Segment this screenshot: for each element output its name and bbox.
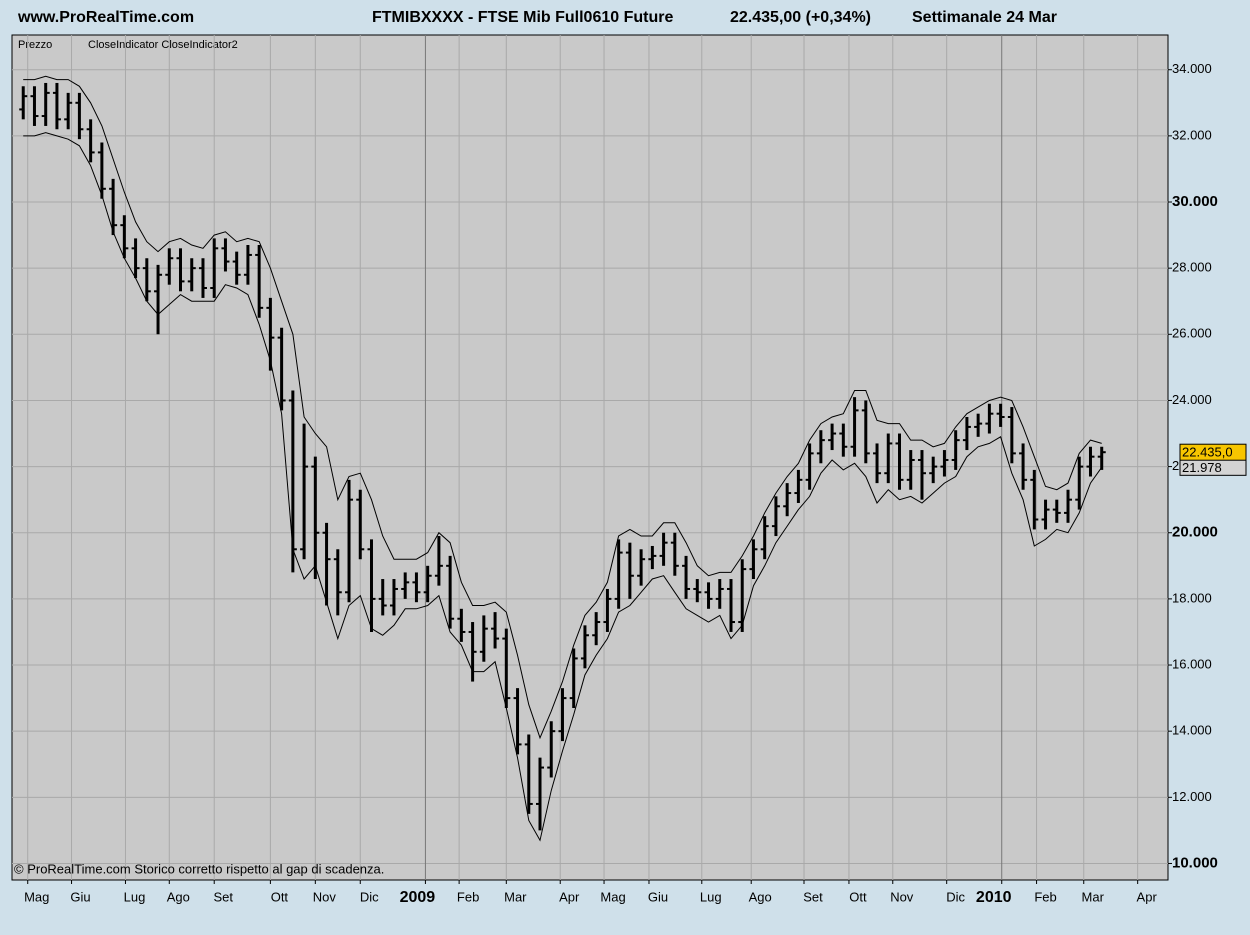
y-tick-label: 18.000 <box>1172 590 1212 605</box>
y-tick-label: 30.000 <box>1172 193 1218 210</box>
x-tick-label: Dic <box>360 889 379 904</box>
x-tick-label: Feb <box>1034 889 1056 904</box>
y-tick-label: 14.000 <box>1172 723 1212 738</box>
site-name: www.ProRealTime.com <box>17 9 194 26</box>
y-tick-label: 28.000 <box>1172 260 1212 275</box>
x-tick-label: Apr <box>559 889 580 904</box>
x-tick-label: Giu <box>648 889 668 904</box>
x-tick-label: Dic <box>946 889 965 904</box>
x-tick-label: Mag <box>24 889 49 904</box>
price-marker <box>1179 443 1247 461</box>
quote: 22.435,00 (+0,34%) <box>730 9 871 26</box>
x-tick-label: Apr <box>1137 889 1158 904</box>
x-tick-label: Feb <box>457 889 479 904</box>
x-tick-label: Ago <box>167 889 190 904</box>
x-tick-label: Nov <box>890 889 914 904</box>
x-tick-label: Ott <box>271 889 289 904</box>
footnote: © ProRealTime.com Storico corretto rispe… <box>14 861 384 876</box>
x-tick-label: Lug <box>700 889 722 904</box>
x-tick-label: Mar <box>1082 889 1105 904</box>
price-marker-label: 21.978 <box>1182 460 1222 475</box>
legend-indicators: CloseIndicator CloseIndicator2 <box>88 39 238 51</box>
x-tick-label: Giu <box>70 889 90 904</box>
x-tick-label: Ago <box>749 889 772 904</box>
period: Settimanale 24 Mar <box>912 9 1057 26</box>
indicator-line <box>23 132 1103 842</box>
x-tick-label: Set <box>213 889 233 904</box>
y-tick-label: 10.000 <box>1172 854 1218 871</box>
y-tick-label: 12.000 <box>1172 789 1212 804</box>
price-marker-label: 22.435,0 <box>1182 445 1233 460</box>
y-tick-label: 26.000 <box>1172 326 1212 341</box>
x-tick-label: Nov <box>313 889 337 904</box>
plot-area <box>11 34 1169 881</box>
x-tick-label: Ott <box>849 889 867 904</box>
x-tick-label: Mar <box>504 889 527 904</box>
x-tick-label: 2009 <box>400 889 436 906</box>
y-tick-label: 24.000 <box>1172 392 1212 407</box>
y-tick-label: 20.000 <box>1172 524 1218 541</box>
y-tick-label: 16.000 <box>1172 656 1212 671</box>
x-tick-label: Lug <box>124 889 146 904</box>
indicator-line <box>23 75 1102 740</box>
x-tick-label: Mag <box>600 889 625 904</box>
y-tick-label: 34.000 <box>1172 61 1212 76</box>
x-tick-label: 2010 <box>976 889 1012 906</box>
y-tick-label: 32.000 <box>1172 127 1212 142</box>
legend-price: Prezzo <box>18 39 52 51</box>
x-tick-label: Set <box>803 889 823 904</box>
instrument: FTMIBXXXX - FTSE Mib Full0610 Future <box>372 9 673 26</box>
